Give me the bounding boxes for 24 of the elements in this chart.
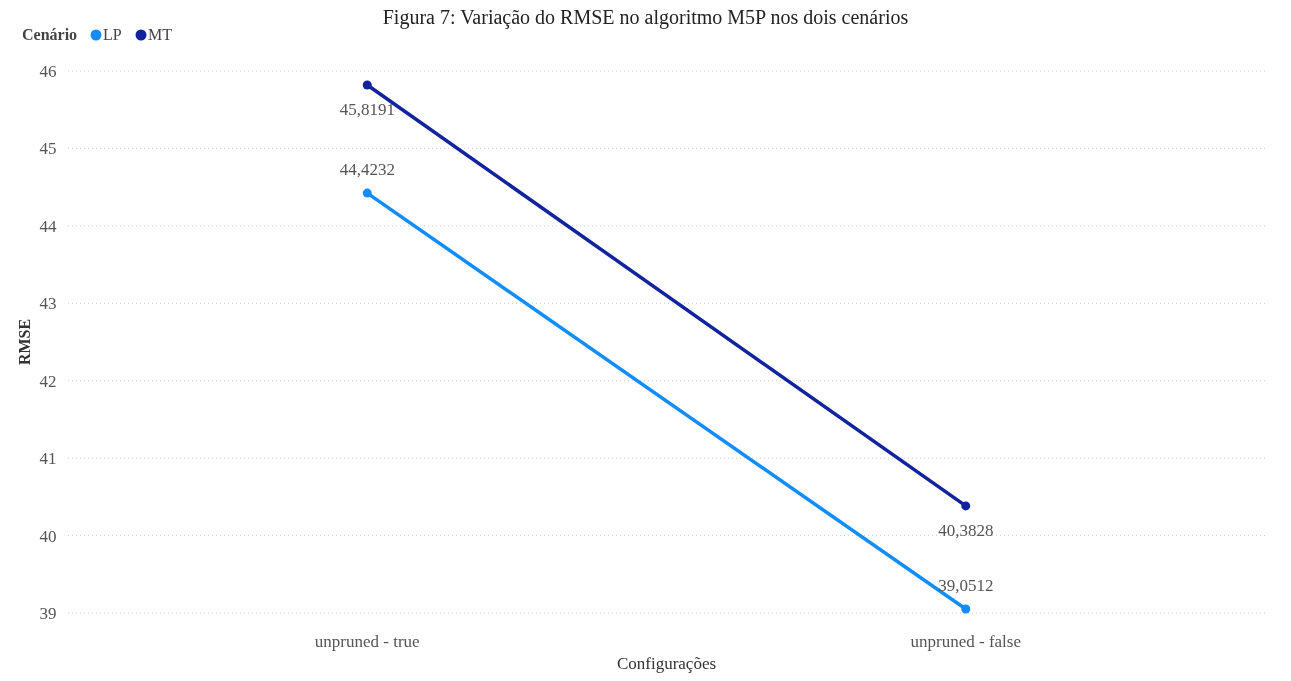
data-label: 45,8191 (339, 100, 395, 120)
point (362, 80, 372, 90)
y-tick-label: 42 (39, 371, 57, 391)
y-tick-label: 46 (39, 62, 57, 81)
point (362, 188, 372, 198)
point (961, 604, 971, 614)
data-label: 44,4232 (339, 160, 395, 180)
y-tick-label: 45 (39, 139, 57, 159)
legend-label: LP (103, 26, 122, 43)
x-axis-title: Configurações (616, 654, 717, 673)
y-tick-label: 44 (39, 216, 57, 236)
chart-title: Figura 7: Variação do RMSE no algoritmo M5P nos dois cenários (382, 6, 909, 29)
y-tick-label: 41 (39, 449, 57, 469)
y-tick-label: 39 (39, 604, 57, 623)
data-label: 39,0512 (938, 576, 994, 596)
y-tick-label: 40 (39, 526, 57, 546)
point (961, 501, 971, 511)
legend-title: Cenário (22, 26, 78, 43)
x-tick-label: unpruned - true (314, 632, 420, 651)
y-tick-label: 43 (39, 294, 57, 314)
x-tick-label: unpruned - false (910, 632, 1021, 651)
data-label: 40,3828 (938, 520, 994, 540)
legend-label: MT (148, 26, 173, 43)
y-axis-title: RMSE (16, 318, 33, 366)
